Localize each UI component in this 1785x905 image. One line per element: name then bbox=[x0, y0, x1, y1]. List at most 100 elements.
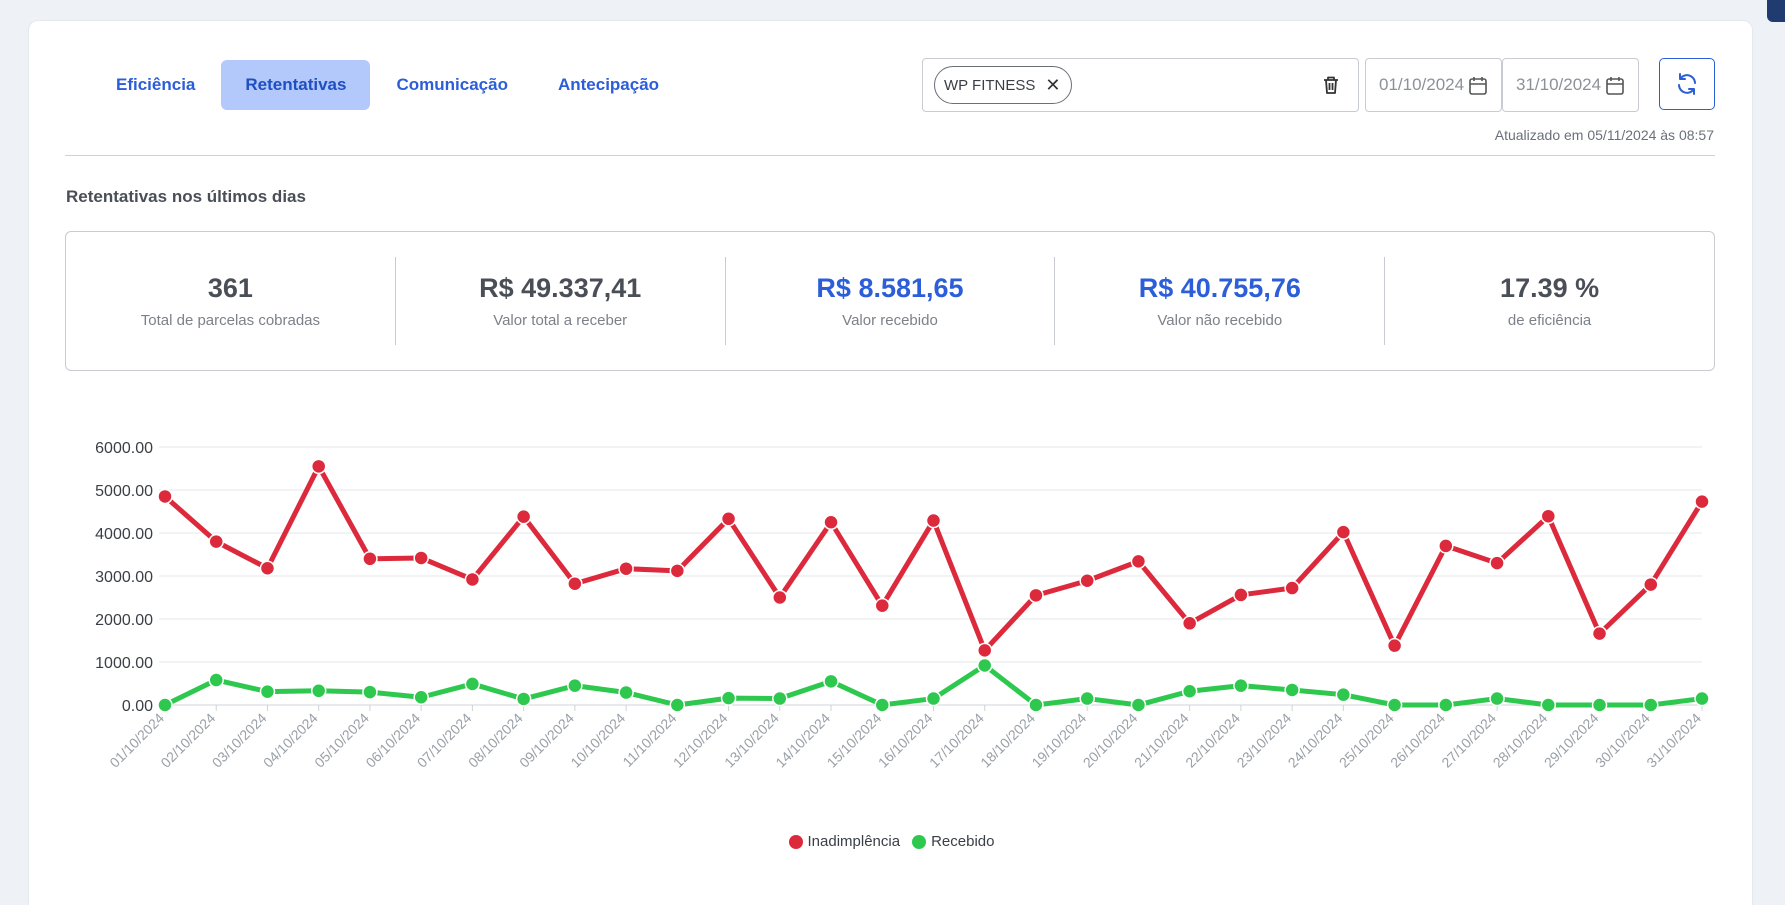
data-point[interactable] bbox=[1233, 677, 1249, 694]
data-point[interactable] bbox=[925, 512, 942, 529]
x-tick-label: 19/10/2024 bbox=[1028, 710, 1089, 771]
data-point[interactable] bbox=[464, 676, 481, 692]
data-point[interactable] bbox=[515, 691, 532, 707]
legend-swatch bbox=[788, 834, 803, 849]
company-filter[interactable]: WP FITNESS ✕ bbox=[922, 58, 1359, 112]
tab-comunicacao[interactable]: Comunicação bbox=[396, 75, 508, 94]
data-point[interactable] bbox=[1591, 625, 1608, 642]
data-point[interactable] bbox=[925, 690, 942, 707]
data-point[interactable] bbox=[618, 560, 634, 577]
stat-value: R$ 40.755,76 bbox=[1138, 273, 1301, 303]
data-point[interactable] bbox=[157, 488, 173, 505]
tab-retentativas[interactable]: Retentativas bbox=[221, 60, 371, 110]
data-point[interactable] bbox=[157, 697, 173, 713]
data-point[interactable] bbox=[362, 684, 378, 700]
stat-label: de eficiência bbox=[1507, 312, 1592, 329]
calendar-icon[interactable] bbox=[1606, 76, 1624, 95]
data-point[interactable] bbox=[874, 697, 891, 713]
data-point[interactable] bbox=[1438, 538, 1454, 554]
data-point[interactable] bbox=[1386, 637, 1403, 654]
data-point[interactable] bbox=[1540, 697, 1557, 713]
data-point[interactable] bbox=[772, 690, 788, 707]
data-point[interactable] bbox=[567, 677, 583, 694]
data-point[interactable] bbox=[259, 683, 276, 700]
data-point[interactable] bbox=[1335, 686, 1352, 703]
y-tick-label: 2000.00 bbox=[95, 612, 153, 629]
divider bbox=[65, 155, 1715, 156]
data-point[interactable] bbox=[1181, 615, 1198, 632]
refresh-icon bbox=[1678, 73, 1696, 95]
data-point[interactable] bbox=[310, 458, 327, 475]
data-point[interactable] bbox=[208, 672, 224, 688]
data-point[interactable] bbox=[669, 697, 686, 713]
data-point[interactable] bbox=[1181, 683, 1198, 699]
refresh-button[interactable] bbox=[1659, 58, 1715, 110]
data-point[interactable] bbox=[464, 571, 481, 588]
data-point[interactable] bbox=[874, 597, 891, 614]
stat-value: R$ 49.337,41 bbox=[479, 273, 642, 303]
retentativas-line-chart: 0.00 1000.00 2000.00 3000.00 4000.00 5000.00 6… bbox=[95, 440, 1710, 771]
data-point[interactable] bbox=[1489, 555, 1505, 571]
data-point[interactable] bbox=[1284, 682, 1300, 698]
stat-label: Total de parcelas cobradas bbox=[140, 312, 321, 329]
data-point[interactable] bbox=[1694, 493, 1710, 510]
y-tick-label: 0.00 bbox=[122, 698, 153, 715]
tab-bar: Eficiência Retentativas Comunicação Ante… bbox=[92, 60, 685, 110]
data-point[interactable] bbox=[1694, 690, 1710, 707]
data-point[interactable] bbox=[1643, 697, 1659, 713]
data-point[interactable] bbox=[1643, 576, 1659, 593]
data-point[interactable] bbox=[413, 689, 429, 706]
data-point[interactable] bbox=[823, 514, 839, 530]
data-point[interactable] bbox=[1079, 572, 1095, 589]
data-point[interactable] bbox=[1489, 690, 1505, 707]
data-point[interactable] bbox=[1130, 697, 1147, 713]
data-point[interactable] bbox=[1540, 508, 1557, 524]
data-point[interactable] bbox=[1028, 697, 1044, 713]
data-point[interactable] bbox=[772, 589, 788, 606]
legend-item-recebido[interactable]: Recebido bbox=[912, 833, 994, 850]
data-point[interactable] bbox=[669, 563, 686, 579]
data-point[interactable] bbox=[720, 511, 737, 527]
data-point[interactable] bbox=[720, 690, 737, 706]
legend-swatch bbox=[912, 834, 927, 849]
data-point[interactable] bbox=[413, 550, 429, 566]
stat-valor-recebido: R$ 8.581,65 Valor recebido bbox=[726, 257, 1056, 345]
data-point[interactable] bbox=[976, 657, 993, 674]
data-point[interactable] bbox=[1028, 587, 1044, 604]
data-point[interactable] bbox=[567, 575, 583, 592]
calendar-icon[interactable] bbox=[1469, 76, 1487, 95]
data-point[interactable] bbox=[1079, 690, 1095, 707]
data-point[interactable] bbox=[515, 508, 532, 525]
x-tick-label: 13/10/2024 bbox=[721, 710, 782, 771]
data-point[interactable] bbox=[618, 684, 634, 701]
data-point[interactable] bbox=[1233, 587, 1249, 603]
data-point[interactable] bbox=[362, 551, 378, 567]
end-date-input[interactable]: 31/10/2024 bbox=[1502, 58, 1639, 112]
trash-icon[interactable] bbox=[1322, 75, 1340, 95]
data-point[interactable] bbox=[976, 642, 993, 659]
x-tick-label: 05/10/2024 bbox=[311, 710, 372, 771]
start-date-input[interactable]: 01/10/2024 bbox=[1365, 58, 1502, 112]
data-point[interactable] bbox=[1386, 697, 1403, 713]
data-point[interactable] bbox=[1284, 580, 1300, 596]
data-point[interactable] bbox=[1438, 697, 1454, 713]
data-point[interactable] bbox=[208, 533, 224, 550]
data-point[interactable] bbox=[259, 560, 276, 577]
data-point[interactable] bbox=[823, 673, 839, 690]
tab-eficiencia[interactable]: Eficiência bbox=[116, 75, 196, 94]
company-chip[interactable]: WP FITNESS ✕ bbox=[934, 66, 1072, 104]
remove-chip-icon[interactable]: ✕ bbox=[1045, 75, 1061, 95]
section-title: Retentativas nos últimos dias bbox=[66, 187, 306, 206]
data-point[interactable] bbox=[1130, 553, 1147, 570]
stat-eficiencia: 17.39 % de eficiência bbox=[1385, 257, 1714, 345]
x-tick-label: 20/10/2024 bbox=[1080, 710, 1141, 771]
legend-item-inadimplencia[interactable]: Inadimplência bbox=[788, 833, 900, 850]
x-tick-label: 22/10/2024 bbox=[1182, 710, 1243, 771]
stat-total-parcelas: 361 Total de parcelas cobradas bbox=[66, 257, 396, 345]
x-tick-label: 23/10/2024 bbox=[1233, 710, 1294, 771]
stat-valor-nao-recebido: R$ 40.755,76 Valor não recebido bbox=[1055, 257, 1386, 345]
data-point[interactable] bbox=[310, 683, 327, 699]
data-point[interactable] bbox=[1591, 697, 1608, 713]
tab-antecipacao[interactable]: Antecipação bbox=[557, 75, 660, 94]
data-point[interactable] bbox=[1335, 524, 1352, 540]
